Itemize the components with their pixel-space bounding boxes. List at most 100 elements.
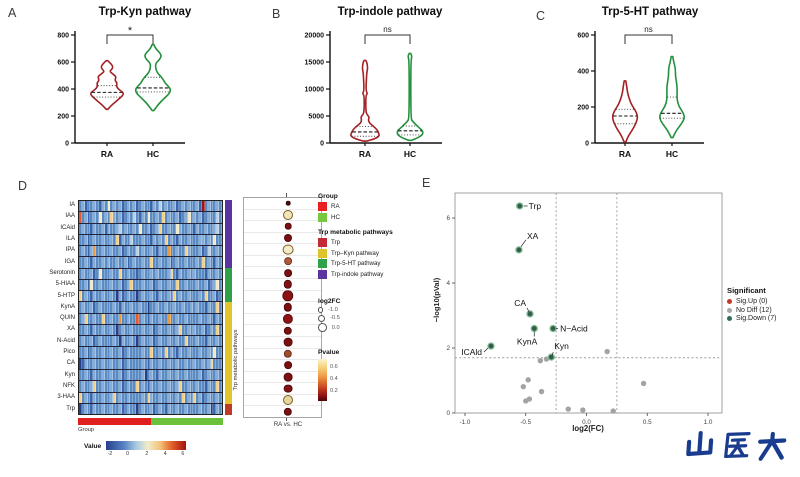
heatmap-cell xyxy=(104,279,108,291)
heatmap-cell xyxy=(193,279,197,291)
heatmap-cell xyxy=(130,302,134,313)
heatmap-cell xyxy=(136,381,140,392)
heatmap-cell xyxy=(113,234,117,246)
heatmap-cell xyxy=(164,201,168,212)
heatmap-cell xyxy=(219,302,222,313)
heatmap-cell xyxy=(141,246,145,257)
heatmap-cell xyxy=(113,336,117,347)
pathway-bar-segment xyxy=(225,267,232,302)
legend-item: Sig.Down (7) xyxy=(727,315,776,322)
heatmap-cell xyxy=(99,369,102,381)
heatmap-cell xyxy=(210,223,214,234)
heatmap-cell xyxy=(176,291,180,302)
heatmap-cell xyxy=(110,291,114,302)
heatmap-cell xyxy=(104,212,108,223)
heatmap-cell xyxy=(156,246,160,257)
y-tick-label: 2 xyxy=(446,345,450,352)
heatmap-cell xyxy=(207,246,211,257)
heatmap-cell xyxy=(173,358,177,369)
legend-item: Trp–Kyn pathway xyxy=(318,248,393,258)
heatmap-cell xyxy=(167,381,171,392)
heatmap-cell xyxy=(133,234,137,246)
y-tick-label: 600 xyxy=(57,60,69,67)
heatmap-cell xyxy=(219,291,222,302)
heatmap-cell xyxy=(187,403,191,415)
heatmap-cell xyxy=(213,201,217,212)
heatmap-cell xyxy=(150,347,154,358)
significance-bracket xyxy=(624,34,673,44)
heatmap-row xyxy=(79,324,222,337)
heatmap-cell xyxy=(181,279,185,291)
heatmap-cell xyxy=(113,291,117,302)
heatmap-cell xyxy=(210,369,214,381)
heatmap-cell xyxy=(79,302,82,313)
heatmap-cell xyxy=(87,336,91,347)
heatmap-cell xyxy=(127,212,131,223)
heatmap-cell xyxy=(99,234,102,246)
heatmap-cell xyxy=(130,268,134,279)
heatmap-cell xyxy=(101,302,105,313)
value-tick-label: 0 xyxy=(126,451,130,457)
y-tick-label: 0 xyxy=(585,141,589,148)
heatmap-cell xyxy=(93,212,97,223)
legend-item-label: Sig.Down (7) xyxy=(736,315,777,323)
heatmap-cell xyxy=(104,223,108,234)
y-tick-label: 0 xyxy=(320,141,324,148)
heatmap-cell xyxy=(187,279,191,291)
heatmap-cell xyxy=(156,369,160,381)
heatmap-cell xyxy=(196,302,200,313)
heatmap-row xyxy=(79,257,222,269)
heatmap-cell xyxy=(99,268,102,279)
heatmap-cell xyxy=(184,223,188,234)
heatmap-cell xyxy=(190,246,194,257)
heatmap-cell xyxy=(213,302,217,313)
heatmap-cell xyxy=(207,392,211,403)
violin-hc xyxy=(134,43,172,112)
heatmap-cell xyxy=(127,279,131,291)
heatmap-cell xyxy=(201,392,205,403)
legend-pathways: Trp metabolic pathways Trp Trp–Kyn pathwa… xyxy=(318,229,393,280)
heatmap-cell xyxy=(124,381,128,392)
heatmap-cell xyxy=(153,313,157,324)
heatmap-cell xyxy=(116,313,120,324)
heatmap-cell xyxy=(127,313,131,324)
heatmap-cell xyxy=(156,302,160,313)
x-tick-label: -0.5 xyxy=(520,419,531,426)
dotplot-row xyxy=(244,395,321,407)
heatmap-cell xyxy=(173,257,177,268)
heatmap-cell xyxy=(110,381,114,392)
heatmap-cell xyxy=(213,268,217,279)
heatmap-cell xyxy=(216,324,220,336)
heatmap-cell xyxy=(116,369,120,381)
heatmap-cell xyxy=(159,268,162,279)
legend-log2fc: log2FC -1.0 -0.5 0.0 xyxy=(318,298,340,334)
legend-dot xyxy=(727,316,732,322)
logo-shanyida xyxy=(686,423,796,473)
dotplot-row xyxy=(244,325,321,337)
heatmap-cell xyxy=(107,234,111,246)
heatmap-cell xyxy=(159,257,162,268)
point-sig-down-kyn xyxy=(547,353,555,361)
legend-item: Sig.Up (0) xyxy=(727,298,776,305)
violin-hc xyxy=(396,52,424,142)
legend-item: -0.5 xyxy=(318,314,340,322)
heatmap-cell xyxy=(153,268,157,279)
heatmap-row-label: KynA xyxy=(60,303,75,310)
heatmap-cell xyxy=(199,234,202,246)
pvalue-ticks: 0.6 0.4 0.2 xyxy=(330,359,344,401)
heatmap-cell xyxy=(136,358,140,369)
heatmap-cell xyxy=(181,369,185,381)
heatmap-cell xyxy=(187,358,191,369)
heatmap-cell xyxy=(133,291,137,302)
heatmap-cell xyxy=(127,201,131,212)
heatmap-cell xyxy=(167,336,171,347)
heatmap-cell xyxy=(161,302,165,313)
heatmap-cell xyxy=(179,381,182,392)
heatmap-cell xyxy=(179,212,182,223)
heatmap-cell xyxy=(113,313,117,324)
heatmap-cell xyxy=(184,291,188,302)
heatmap-cell xyxy=(133,347,137,358)
heatmap-cell xyxy=(181,257,185,268)
heatmap-cell xyxy=(113,347,117,358)
